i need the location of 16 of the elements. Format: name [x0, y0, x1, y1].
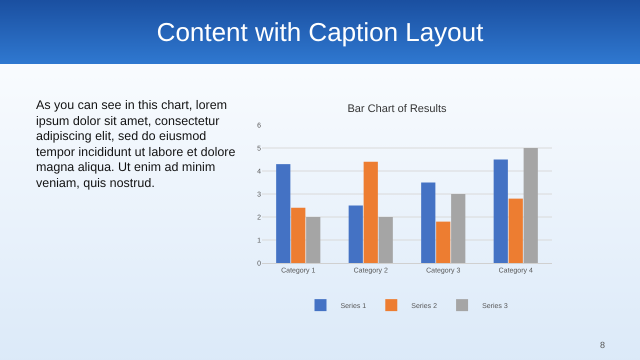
text: 8	[600, 340, 606, 350]
bar	[436, 222, 450, 263]
text: As you can see in this chart, lorem ipsum dolor sit amet, consectetur adipiscing elit, sed do eiusmod tempor incididunt ut labore et dolore magna aliqua. Ut enim ad minim veniam, quis nostrud.	[36, 98, 236, 191]
bar	[306, 217, 320, 263]
bar	[494, 160, 508, 263]
bar	[451, 194, 466, 263]
bar	[378, 217, 393, 263]
bar	[421, 182, 436, 263]
bar	[364, 162, 378, 263]
bar	[524, 148, 538, 263]
bar	[348, 206, 363, 263]
bar	[276, 164, 290, 263]
text: Content with Caption Layout	[0, 0, 640, 64]
chart-title: Bar Chart of Results	[347, 103, 448, 116]
bar	[291, 208, 306, 263]
bar	[508, 198, 523, 263]
